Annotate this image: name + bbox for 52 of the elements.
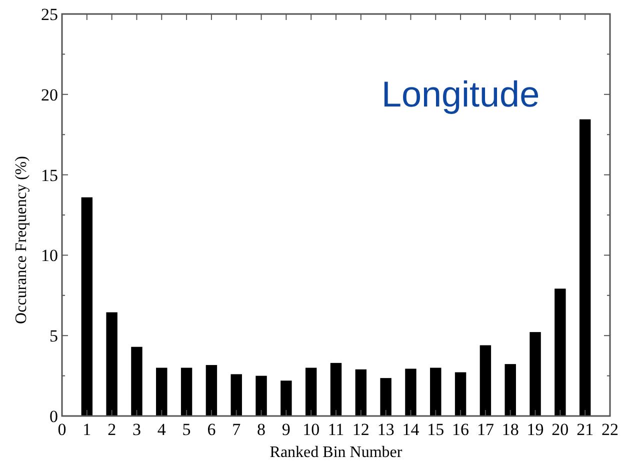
x-tick-label: 21 bbox=[576, 420, 594, 439]
y-tick-label: 10 bbox=[41, 246, 58, 266]
bar bbox=[206, 365, 218, 416]
bar bbox=[530, 332, 541, 416]
x-tick-label: 2 bbox=[108, 420, 116, 439]
x-tick-label: 5 bbox=[182, 420, 191, 439]
bar bbox=[81, 197, 93, 416]
bar bbox=[330, 362, 342, 416]
y-tick-label: 5 bbox=[50, 326, 58, 346]
bar bbox=[554, 288, 566, 416]
x-tick-label: 3 bbox=[132, 420, 141, 439]
bar bbox=[480, 345, 492, 416]
x-axis-title: Ranked Bin Number bbox=[270, 444, 403, 461]
y-tick-label: 25 bbox=[41, 5, 58, 24]
x-tick-label: 18 bbox=[502, 420, 519, 439]
x-tick-label: 8 bbox=[257, 420, 266, 439]
bar bbox=[180, 368, 192, 416]
x-tick-label: 16 bbox=[452, 420, 470, 439]
x-tick-label: 19 bbox=[526, 420, 544, 439]
bar bbox=[355, 369, 367, 416]
bar bbox=[430, 368, 442, 416]
x-tick-label: 22 bbox=[602, 420, 618, 439]
x-tick-label: 10 bbox=[302, 420, 320, 439]
bar bbox=[256, 376, 267, 416]
x-tick-label: 12 bbox=[352, 420, 370, 439]
x-tick-label: 13 bbox=[377, 420, 394, 439]
x-tick-label: 20 bbox=[552, 420, 569, 439]
bar bbox=[504, 364, 516, 416]
x-tick-label: 1 bbox=[82, 420, 92, 439]
x-tick-label: 11 bbox=[328, 420, 344, 439]
x-tick-label: 4 bbox=[157, 420, 166, 439]
y-tick-label: 15 bbox=[41, 166, 58, 185]
bar bbox=[579, 119, 591, 416]
y-tick-label: 20 bbox=[41, 85, 58, 104]
bar bbox=[454, 372, 466, 416]
x-tick-label: 9 bbox=[282, 420, 290, 439]
x-tick-label: 14 bbox=[402, 420, 420, 439]
bar bbox=[405, 368, 416, 416]
text: Longitude bbox=[381, 73, 540, 114]
bar bbox=[131, 346, 142, 416]
x-tick-label: 6 bbox=[207, 420, 216, 439]
bar bbox=[380, 378, 392, 416]
y-tick-label: 0 bbox=[50, 407, 58, 426]
bar bbox=[156, 368, 168, 416]
x-tick-label: 15 bbox=[427, 420, 444, 439]
y-axis-title: Occurance Frequency (%) bbox=[13, 156, 30, 324]
bar bbox=[230, 374, 242, 416]
bar bbox=[280, 380, 292, 416]
x-tick-label: 7 bbox=[232, 420, 242, 439]
bar bbox=[305, 368, 317, 416]
x-tick-label: 17 bbox=[476, 420, 494, 439]
bar bbox=[106, 312, 118, 416]
